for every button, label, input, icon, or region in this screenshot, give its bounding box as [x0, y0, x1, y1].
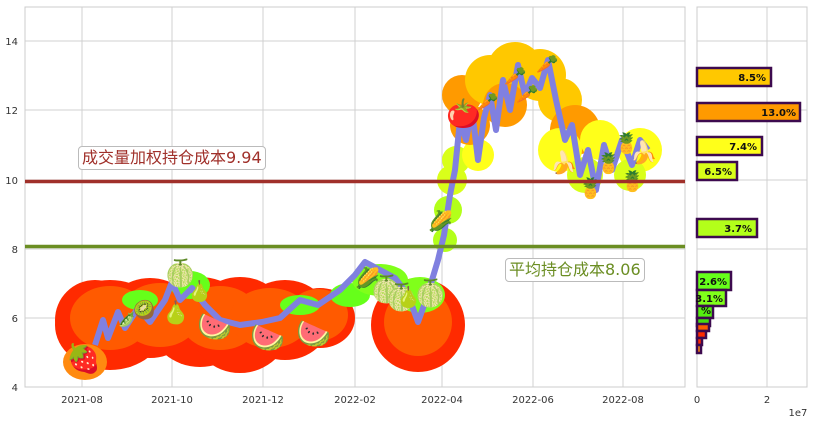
melon-icon: 🍈 [414, 277, 446, 309]
volume-bar [695, 66, 773, 88]
bar-pct: 13.0% [761, 108, 796, 119]
x-tick: 2022-08 [602, 395, 644, 406]
pineapple-icon: 🍍 [596, 151, 621, 175]
volume-bars [695, 66, 802, 355]
banana-icon: 🍌 [630, 140, 657, 166]
bar-pct: 7.4% [729, 142, 757, 153]
strawberry-icon: 🍓 [66, 342, 101, 375]
pea-icon: 🫛 [118, 311, 135, 328]
banana-icon: 🍌 [550, 150, 577, 176]
price-line [92, 57, 651, 346]
pineapple-icon: 🍍 [578, 176, 603, 200]
corn-icon: 🌽 [355, 266, 380, 290]
carrot-icon: 🥕 [476, 92, 498, 113]
y-tick: 12 [5, 106, 18, 117]
melon-icon: 🍈 [370, 273, 402, 305]
right-x-ticks: 0 2 1e7 [694, 395, 808, 419]
radish-icon: 🍅 [446, 97, 481, 130]
y-tick: 6 [12, 314, 18, 325]
bar-pct: 3.1% [695, 294, 723, 305]
fruit-markers: 🍓 🥝 🫛 🍐 🍈 🍐 🍉 🍉 🍉 🌽 🍈 🍈 🍐 🍈 🌽 🍅 🥕 🥕 🥕 🥕 … [66, 54, 657, 375]
volume-bar-labels: 8.5% 13.0% 7.4% 6.5% 3.7% 2.6% 3.1% % [695, 73, 796, 317]
bar-pct: 6.5% [704, 167, 732, 178]
x-axis-ticks: 2021-08 2021-10 2021-12 2022-02 2022-04 … [61, 395, 644, 406]
pear-icon: 🍐 [162, 300, 189, 326]
vwap-cost-annotation: 成交量加权持仓成本9.94 [78, 146, 266, 170]
melon-icon: 🍈 [164, 257, 196, 289]
volume-bar [695, 217, 759, 239]
x-tick: 2022-02 [334, 395, 376, 406]
x-tick: 2 [764, 395, 770, 406]
x-tick: 2021-12 [242, 395, 284, 406]
bar-pct: % [701, 306, 711, 317]
avg-cost-annotation: 平均持仓成本8.06 [505, 258, 645, 282]
bar-pct: 3.7% [724, 224, 752, 235]
bar-pct: 8.5% [738, 73, 766, 84]
y-tick: 14 [5, 37, 18, 48]
y-axis-ticks: 14 12 10 8 6 4 [5, 37, 18, 394]
bar-pct: 2.6% [699, 277, 727, 288]
pear-icon: 🍐 [396, 285, 421, 309]
volume-bar [695, 343, 703, 355]
scale-label: 1e7 [789, 408, 808, 419]
watermelon-icon: 🍉 [296, 317, 331, 350]
x-tick: 2022-04 [421, 395, 463, 406]
carrot-icon: 🥕 [504, 66, 526, 87]
y-tick: 4 [12, 383, 18, 394]
carrot-icon: 🥕 [536, 54, 558, 75]
volume-blobs [55, 42, 662, 380]
carrot-icon: 🥕 [516, 84, 538, 105]
x-tick: 2021-08 [61, 395, 103, 406]
pineapple-icon: 🍍 [614, 131, 639, 155]
volume-profile-frame [696, 6, 808, 388]
corn-icon: 🌽 [428, 209, 453, 233]
x-tick: 2022-06 [512, 395, 554, 406]
volume-bar [695, 101, 802, 123]
y-tick: 10 [5, 176, 18, 187]
x-tick: 2021-10 [151, 395, 193, 406]
watermelon-icon: 🍉 [250, 321, 285, 354]
volume-bar [695, 135, 764, 157]
kiwi-icon: 🥝 [133, 298, 155, 321]
melon-icon: 🍈 [385, 281, 417, 313]
watermelon-icon: 🍉 [197, 310, 232, 343]
volume-bar [695, 160, 739, 182]
x-tick: 0 [694, 395, 700, 406]
pear-icon: 🍐 [187, 279, 212, 303]
y-tick: 8 [12, 245, 18, 256]
